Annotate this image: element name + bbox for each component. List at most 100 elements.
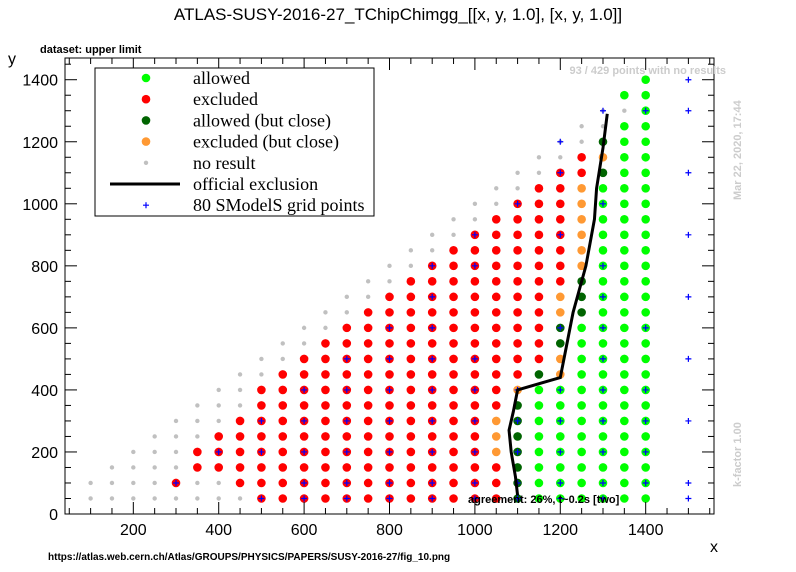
excluded-point <box>449 261 458 271</box>
no-result-point <box>195 403 200 408</box>
smodels-grid-point <box>599 417 606 424</box>
legend-box <box>94 67 375 217</box>
excluded-point <box>555 246 565 255</box>
allowed-point <box>641 75 650 85</box>
smodels-grid-point <box>301 386 308 393</box>
excluded-point <box>449 494 458 503</box>
excluded-point <box>406 385 416 395</box>
excluded-point <box>363 354 373 364</box>
smodels-grid-point <box>429 386 436 393</box>
excluded-point <box>555 261 565 271</box>
excluded-close-point <box>555 308 565 317</box>
allowed-point <box>620 370 629 379</box>
legend-marker <box>141 137 151 146</box>
excluded-point <box>299 370 309 379</box>
legend-marker <box>141 73 151 83</box>
excluded-point <box>406 478 416 488</box>
allowed-point <box>598 277 608 286</box>
excluded-point <box>449 308 458 317</box>
allowed-point <box>620 261 629 271</box>
no-result-point <box>536 170 542 175</box>
no-result-point <box>408 263 414 269</box>
smodels-grid-point <box>471 262 478 269</box>
smodels-grid-point <box>471 479 478 486</box>
no-result-point <box>131 465 136 470</box>
no-result-point <box>173 418 179 424</box>
no-result-point <box>323 310 328 315</box>
allowed-point <box>620 215 629 224</box>
excluded-point <box>534 323 544 333</box>
allowed-point <box>534 385 544 395</box>
no-result-point <box>88 480 93 486</box>
excluded-point <box>491 463 501 472</box>
excluded-point <box>449 339 458 348</box>
allowed-point <box>641 152 650 162</box>
smodels-grid-point <box>599 324 606 331</box>
excluded-point <box>470 308 480 317</box>
smodels-grid-point <box>343 386 350 393</box>
allowed-point <box>577 354 586 364</box>
allowed-point <box>534 494 544 503</box>
official-exclusion-line <box>507 113 609 496</box>
no-result-point <box>344 294 350 300</box>
allowed-point <box>598 432 608 441</box>
excluded-point <box>470 370 480 379</box>
no-result-point <box>259 356 264 362</box>
excluded-point <box>363 447 373 457</box>
excluded-point <box>406 292 416 302</box>
excluded-point <box>342 370 352 379</box>
x-tick-label: 600 <box>291 522 318 539</box>
allowed-point <box>620 385 629 395</box>
allowed-point <box>598 308 608 317</box>
smodels-grid-point <box>514 200 521 207</box>
excluded-point <box>406 401 416 410</box>
excluded-point <box>449 292 458 302</box>
no-result-point <box>131 449 136 455</box>
excluded-point <box>449 246 458 255</box>
allowed-point <box>555 401 565 410</box>
smodels-grid-point <box>471 495 478 502</box>
smodels-grid-point <box>685 107 692 114</box>
excluded-point <box>406 277 416 286</box>
no-result-point <box>195 480 200 486</box>
no-result-point <box>131 496 136 501</box>
legend-label: allowed (but close) <box>193 110 331 131</box>
smodels-grid-point <box>301 448 308 455</box>
smodels-grid-point <box>386 495 393 502</box>
excluded-point <box>278 463 288 472</box>
allowed-point <box>620 230 629 240</box>
smodels-grid-point <box>173 479 180 486</box>
excluded-point <box>513 308 522 317</box>
excluded-point <box>321 432 330 441</box>
allowed-point <box>577 385 586 395</box>
excluded-point <box>449 463 458 472</box>
no-result-point <box>387 263 392 269</box>
excluded-point <box>257 432 266 441</box>
no-result-point <box>109 480 115 486</box>
y-tick-label: 0 <box>49 507 58 524</box>
smodels-grid-point <box>557 495 564 502</box>
allowed-point <box>620 463 629 472</box>
excluded-point <box>534 354 544 364</box>
allowed-point <box>641 401 650 410</box>
smodels-grid-point <box>557 231 564 238</box>
allowed-point <box>598 463 608 472</box>
allowed-point <box>577 370 586 379</box>
allowed-point <box>598 401 608 410</box>
allowed-point <box>577 447 586 457</box>
excluded-point <box>363 323 373 333</box>
smodels-grid-point <box>429 324 436 331</box>
legend-label: allowed <box>193 68 250 88</box>
allowed-point <box>555 463 565 472</box>
no-result-point <box>173 449 179 455</box>
excluded-point <box>363 463 373 472</box>
smodels-grid-point <box>386 355 393 362</box>
allowed-point <box>577 416 586 426</box>
allowed-point <box>534 401 544 410</box>
allowed-point <box>620 432 629 441</box>
excluded-point <box>406 339 416 348</box>
allowed-point <box>641 370 650 379</box>
excluded-point <box>534 199 544 209</box>
excluded-point <box>534 261 544 271</box>
x-axis-label: x <box>710 539 718 556</box>
